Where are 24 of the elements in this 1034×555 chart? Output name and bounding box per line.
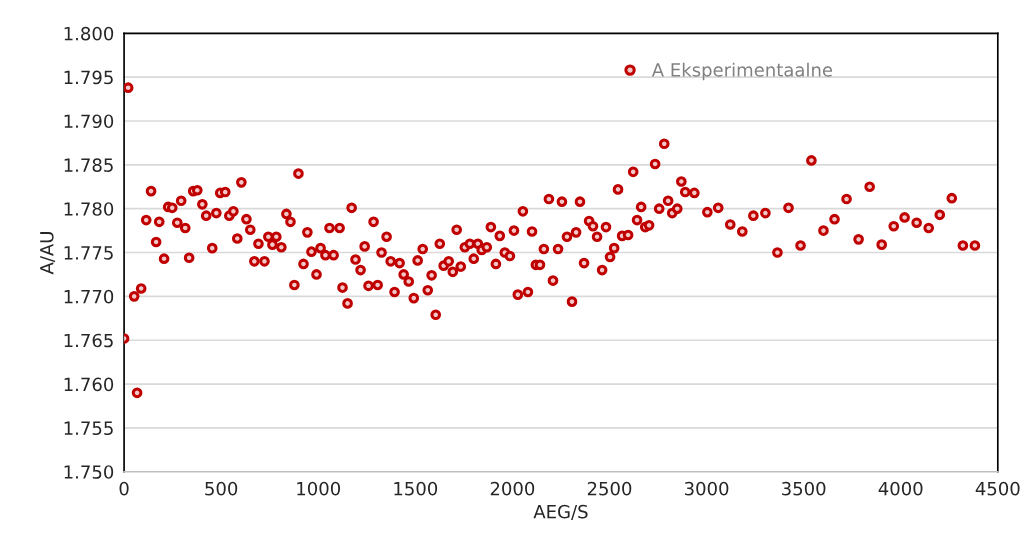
y-tick-label: 1.775 bbox=[64, 246, 113, 260]
x-tick-label: 0 bbox=[119, 481, 129, 496]
y-tick-label: 1.790 bbox=[64, 114, 114, 129]
y-tick-label: 1.755 bbox=[64, 421, 113, 436]
y-tick-label: 1.800 bbox=[64, 26, 114, 41]
x-tick-label: 2500 bbox=[587, 481, 632, 496]
y-axis-title: A/AU bbox=[40, 232, 56, 275]
y-tick-label: 1.770 bbox=[64, 289, 114, 304]
x-tick-label: 500 bbox=[205, 481, 238, 496]
y-tick-label: 1.780 bbox=[64, 202, 114, 216]
x-tick-label: 4500 bbox=[975, 481, 1020, 496]
x-tick-label: 1000 bbox=[297, 481, 341, 496]
y-tick-label: 1.765 bbox=[64, 333, 113, 348]
y-tick-label: 1.795 bbox=[64, 70, 113, 85]
x-tick-label: 3000 bbox=[684, 481, 729, 496]
y-tick-label: 1.785 bbox=[64, 158, 113, 172]
y-tick-label: 1.750 bbox=[64, 465, 114, 479]
x-tick-label: 3500 bbox=[782, 481, 826, 496]
y-tick-label: 1.760 bbox=[64, 377, 114, 392]
x-tick-label: 2000 bbox=[490, 481, 535, 496]
x-tick-label: 1500 bbox=[394, 481, 438, 496]
x-tick-label: 4000 bbox=[878, 481, 923, 496]
legend-label: A Eksperimentaalne bbox=[651, 62, 833, 81]
x-axis-title: AEG/S bbox=[533, 504, 588, 520]
